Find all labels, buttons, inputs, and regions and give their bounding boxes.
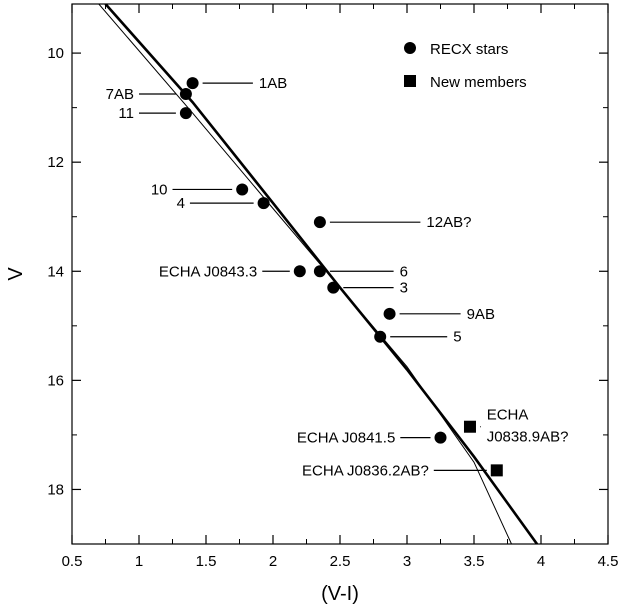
recx-star-point bbox=[327, 281, 340, 294]
recx-star-point bbox=[374, 330, 387, 343]
data-points bbox=[179, 77, 503, 477]
recx-star-point bbox=[434, 431, 447, 444]
x-tick-label: 1.5 bbox=[196, 553, 217, 570]
point-label: 9AB bbox=[467, 306, 495, 323]
point-label: 4 bbox=[177, 195, 185, 212]
point-labels: 1AB 7AB 11 10 4 12AB? ECHA J0843.3 63 9AB 5 ECHA J… bbox=[106, 75, 569, 479]
y-tick-label: 18 bbox=[47, 481, 64, 498]
y-tick-label: 12 bbox=[47, 154, 64, 171]
isochrone-lines bbox=[98, 4, 539, 544]
new-member-point bbox=[490, 464, 503, 477]
recx-star-point bbox=[293, 265, 306, 278]
point-label: 6 bbox=[400, 263, 408, 280]
recx-star-point bbox=[383, 307, 396, 320]
new-member-point bbox=[463, 420, 476, 433]
point-label: 5 bbox=[453, 329, 461, 346]
x-tick-label: 2.5 bbox=[330, 553, 351, 570]
recx-star-point bbox=[179, 88, 192, 100]
x-axis-ticks: 0.5 1 1.5 2 2.5 3 3.5 4 4.5 bbox=[62, 4, 619, 570]
point-label: 1AB bbox=[259, 75, 287, 92]
point-label: ECHA J0838.9AB? bbox=[487, 407, 569, 446]
x-axis-label: (V-I) bbox=[321, 583, 359, 605]
recx-star-point bbox=[257, 197, 270, 210]
legend-label-new-members: New members bbox=[430, 74, 527, 91]
legend: RECX stars New members bbox=[404, 41, 527, 91]
legend-label-recx: RECX stars bbox=[430, 41, 508, 58]
point-label: 11 bbox=[118, 105, 134, 122]
x-tick-label: 3.5 bbox=[464, 553, 485, 570]
point-label: 3 bbox=[400, 280, 408, 297]
legend-circle-marker bbox=[404, 42, 416, 54]
x-tick-label: 4 bbox=[537, 553, 545, 570]
recx-star-point bbox=[186, 77, 199, 90]
point-label: ECHA J0836.2AB? bbox=[302, 462, 429, 479]
x-tick-label: 4.5 bbox=[598, 553, 619, 570]
y-axis-ticks: 10 12 14 16 18 bbox=[47, 45, 608, 545]
recx-star-point bbox=[179, 107, 192, 120]
recx-star-point bbox=[236, 183, 249, 196]
point-label: ECHA J0843.3 bbox=[159, 263, 257, 280]
x-tick-label: 0.5 bbox=[62, 553, 83, 570]
point-label: 12AB? bbox=[426, 214, 471, 231]
label-leader-lines bbox=[139, 82, 487, 471]
y-axis-label: V bbox=[5, 267, 27, 281]
point-label: ECHA J0841.5 bbox=[297, 430, 395, 447]
y-tick-label: 16 bbox=[47, 372, 64, 389]
x-tick-label: 1 bbox=[135, 553, 143, 570]
x-tick-label: 2 bbox=[269, 553, 277, 570]
x-tick-label: 3 bbox=[403, 553, 411, 570]
recx-star-point bbox=[313, 265, 326, 278]
point-label: 7AB bbox=[106, 86, 134, 103]
isochrone-thin bbox=[98, 4, 512, 544]
point-label: 10 bbox=[151, 181, 168, 198]
y-tick-label: 10 bbox=[47, 45, 64, 62]
recx-star-point bbox=[313, 216, 326, 229]
legend-square-marker bbox=[404, 75, 416, 87]
y-tick-label: 14 bbox=[47, 263, 64, 280]
